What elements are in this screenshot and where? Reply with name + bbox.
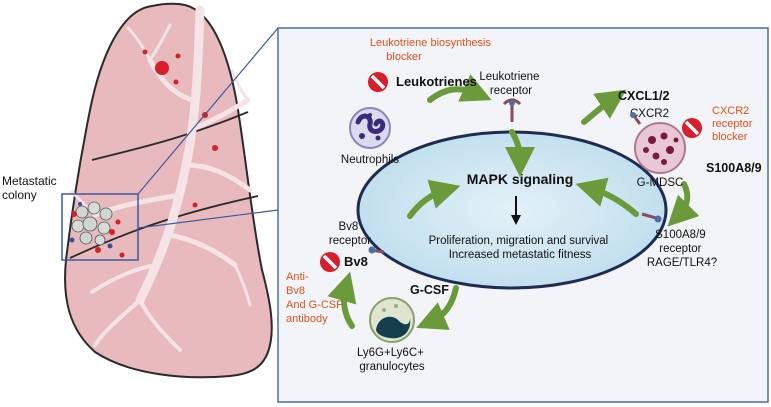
g-mdsc-cell xyxy=(630,112,686,174)
nodule xyxy=(192,202,198,208)
arrow-bv8-receptor-to-mapk xyxy=(407,179,461,219)
bv8-receptor-icon xyxy=(368,246,385,254)
leukotrienes-label: Leukotrienes xyxy=(396,74,477,89)
metastatic-colony-label: Metastatic colony xyxy=(2,174,60,202)
blocker-icon xyxy=(682,118,702,138)
zoom-box xyxy=(61,193,139,261)
cxcl12-label: CXCL1/2 xyxy=(618,89,669,103)
outcome-label: Proliferation, migration and survival In… xyxy=(429,235,612,261)
bv8-label: Bv8 xyxy=(344,254,368,269)
granulocyte-cell xyxy=(369,297,415,343)
zoom-line-top xyxy=(137,27,279,195)
neutrophils-label: Neutrophils xyxy=(341,154,399,166)
arrow-neutrophil-to-receptor xyxy=(427,74,492,103)
arrow-mdsc-to-s100-receptor xyxy=(667,181,700,227)
nodule xyxy=(173,79,179,85)
cxcr2-blocker-label: CXCR2 receptor blocker xyxy=(712,105,755,143)
zoom-line-bottom xyxy=(137,209,279,229)
leukotriene-receptor-label: Leukotriene receptor xyxy=(479,71,542,97)
arrow-mapk-to-cxcl xyxy=(581,89,627,125)
granulocytes-label: Ly6G+Ly6C+ granulocytes xyxy=(357,347,427,373)
metastatic-colony-cells xyxy=(69,201,121,253)
s100-receptor-icon xyxy=(641,212,662,223)
anti-bv8-gcsf-antibody-label: Anti- Bv8 And G-CSF antibody xyxy=(286,271,346,325)
nodule-large xyxy=(155,61,169,75)
lung-fissure-lower xyxy=(69,195,259,259)
lung-outline xyxy=(64,2,273,379)
s100a89-label: S100A8/9 xyxy=(706,161,762,175)
lung-illustration xyxy=(61,2,279,379)
leukotriene-receptor-icon xyxy=(502,98,522,122)
neutrophil-cell xyxy=(349,107,391,149)
nodule xyxy=(175,53,181,59)
arrow-s100-receptor-to-mapk xyxy=(575,177,639,217)
mapk-signaling-label: MAPK signaling xyxy=(467,171,574,187)
signaling-ellipse xyxy=(356,130,668,290)
nodule xyxy=(119,252,125,258)
arrow-granulocytes-to-bv8 xyxy=(327,271,357,329)
g-mdsc-label: G-MDSC xyxy=(637,177,684,189)
arrow-receptor-to-mapk xyxy=(504,129,535,177)
leukotriene-blocker-label: Leukotriene biosynthesis blocker xyxy=(370,37,494,63)
blocker-icon xyxy=(320,252,340,272)
arrow-gcsf-to-granulocytes xyxy=(416,285,459,330)
s100-receptor-label: S100A8/9 receptor RAGE/TLR4? xyxy=(647,229,717,269)
nodule xyxy=(142,49,148,55)
blocker-icon xyxy=(368,72,388,92)
bv8-receptor-label: Bv8 receptor xyxy=(329,221,371,247)
cxcr2-label: CXCR2 xyxy=(630,108,669,120)
gcsf-label: G-CSF xyxy=(410,283,449,297)
nodule xyxy=(212,145,218,151)
lung-fissure-upper xyxy=(91,111,249,161)
green-arrows xyxy=(327,74,700,330)
